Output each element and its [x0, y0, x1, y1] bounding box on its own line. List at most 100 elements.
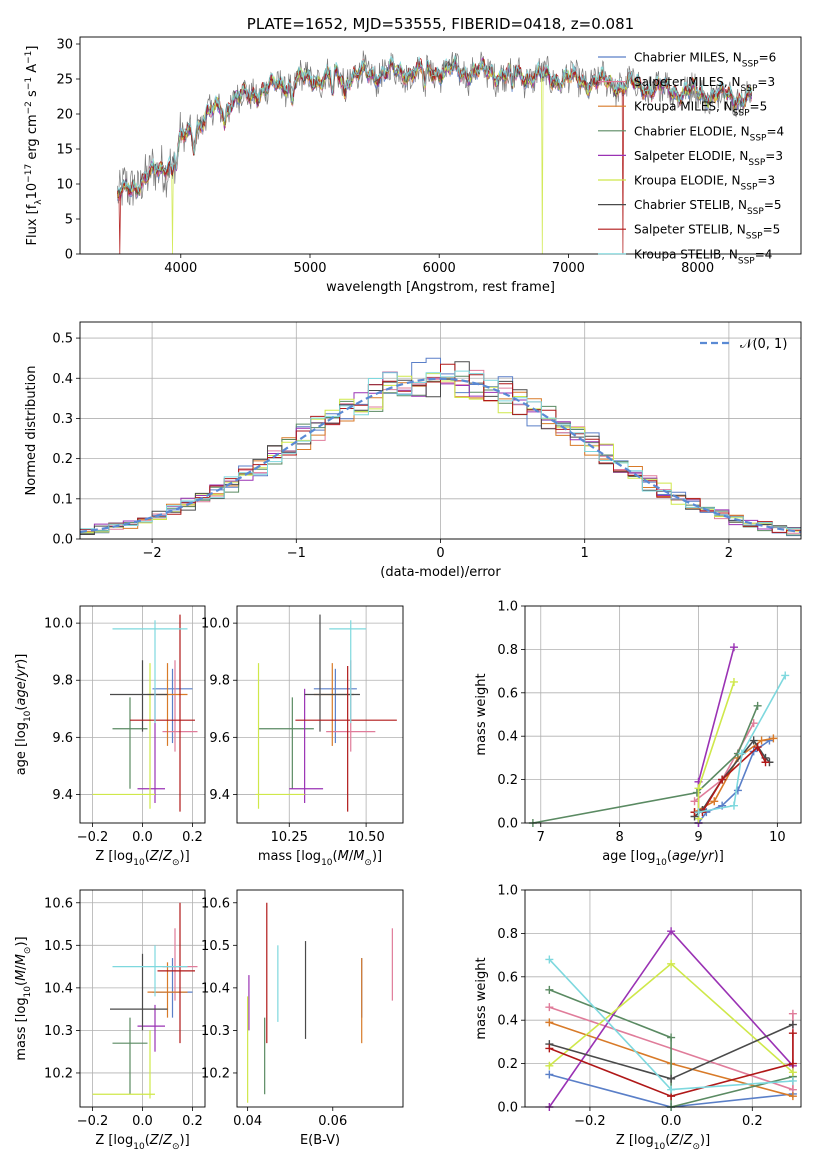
legend-label-normal: 𝒩(0, 1)	[740, 337, 787, 352]
z-mass-chart: −0.2 0.0 0.2 10.2 10.3 10.4 10.5 10.6 Z [log10(Z…	[14, 889, 206, 1152]
x-tick-label: 5000	[293, 261, 326, 276]
x-tick-label: 8000	[681, 261, 714, 276]
axes-frame	[524, 605, 802, 824]
x-tick-label: 8	[615, 830, 623, 845]
x-axis-label: mass [log10(M/M⊙)]	[258, 849, 382, 868]
axes-frame	[79, 889, 206, 1108]
y-tick-label: 10.5	[44, 939, 73, 954]
legend-label-chabrier_stelib: Chabrier STELIB, NSSP=5	[634, 198, 782, 217]
y-tick-label: 25	[56, 73, 73, 88]
x-tick-label: 2	[725, 546, 733, 561]
x-tick-label: 0	[436, 546, 444, 561]
x-tick-label: −2	[143, 546, 162, 561]
axes-frame	[236, 889, 404, 1108]
normal-curve	[79, 377, 802, 534]
y-tick-label: 0.8	[497, 927, 518, 942]
x-axis-label: age [log10(age/yr)]	[602, 849, 724, 868]
x-tick-label: −1	[287, 546, 306, 561]
point-marker-kroupa_miles	[788, 1092, 797, 1101]
x-tick-label: 1	[581, 546, 589, 561]
point-marker-salpeter_stelib	[788, 1029, 797, 1038]
x-tick-label: 0.0	[132, 830, 153, 845]
y-tick-label: 10.3	[44, 1024, 73, 1039]
y-tick-label: 0	[65, 248, 73, 263]
axes-frame	[79, 321, 802, 540]
point-marker-kroupa_miles	[769, 734, 778, 743]
x-tick-label: 0.2	[182, 1114, 203, 1129]
y-tick-label: 9.4	[52, 788, 73, 803]
point-marker-kroupa_stelib	[788, 1076, 797, 1085]
point-marker-salpeter_miles	[690, 797, 699, 806]
series-line-chabrier_elodie	[549, 989, 794, 1109]
y-tick-label: 20	[56, 108, 73, 123]
point-marker-salpeter_stelib	[718, 775, 727, 784]
legend-label-kroupa_miles: Kroupa MILES, NSSP=5	[634, 100, 767, 119]
x-axis-label: Z [log10(Z/Z⊙)]	[616, 1133, 710, 1152]
z-weight-chart: −0.2 0.0 0.2 0.0 0.2 0.4 0.6 0.8 1.0 Z [log10(Z/Z…	[474, 884, 802, 1152]
point-marker-chabrier_elodie	[667, 1033, 676, 1042]
point-marker-kroupa_elodie	[729, 677, 738, 686]
y-axis-label: Normed distribution	[24, 366, 39, 496]
x-tick-label: 10	[769, 830, 786, 845]
point-marker-kroupa_stelib	[737, 749, 746, 758]
point-marker-chabrier_stelib	[749, 736, 758, 745]
x-tick-label: 7000	[552, 261, 585, 276]
x-axis-label: (data-model)/error	[380, 565, 501, 580]
point-marker-salpeter_stelib	[788, 1059, 797, 1068]
y-tick-label: 9.6	[52, 731, 73, 746]
x-axis-label: E(B-V)	[300, 1133, 340, 1148]
x-tick-label: −0.2	[77, 1114, 109, 1129]
y-tick-label: 10.2	[201, 1066, 230, 1081]
y-axis-label: mass [log10(M/M⊙)]	[14, 936, 33, 1060]
chart-title: PLATE=1652, MJD=53555, FIBERID=0418, z=0…	[247, 15, 634, 33]
y-tick-label: 10	[56, 178, 73, 193]
series-line-chabrier_elodie	[532, 705, 759, 824]
point-marker-chabrier_elodie	[753, 701, 762, 710]
y-tick-label: 30	[56, 38, 73, 53]
y-axis-label: mass weight	[474, 957, 489, 1039]
axes-frame	[79, 605, 206, 824]
point-marker-kroupa_stelib	[667, 1085, 676, 1094]
point-marker-chabrier_elodie	[692, 788, 701, 797]
y-tick-label: 10.4	[201, 981, 230, 996]
y-tick-label: 0.5	[52, 332, 73, 347]
y-tick-label: 0.4	[52, 372, 73, 387]
x-tick-label: 10.25	[271, 830, 308, 845]
y-tick-label: 10.2	[44, 1066, 73, 1081]
x-tick-label: −0.2	[77, 830, 109, 845]
series-line-salpeter_stelib	[549, 1033, 794, 1098]
series-line-kroupa_stelib	[698, 675, 786, 813]
point-marker-kroupa_stelib	[729, 801, 738, 810]
point-marker-kroupa_elodie	[545, 1061, 554, 1070]
ebv-mass-chart: 0.04 0.06 10.2 10.3 10.4 10.5 10.6 E(B-V)	[201, 889, 404, 1148]
x-axis-label: Z [log10(Z/Z⊙)]	[95, 1133, 189, 1152]
point-marker-salpeter_elodie	[729, 643, 738, 652]
axes-frame	[524, 889, 802, 1108]
y-axis-label: Flux [fλ10−17 erg cm−2 s−1 A−1]	[24, 46, 44, 246]
point-marker-kroupa_miles	[757, 736, 766, 745]
point-marker-chabrier_stelib	[788, 1020, 797, 1029]
legend-label-chabrier_elodie: Chabrier ELODIE, NSSP=4	[634, 124, 784, 143]
axes-frame	[236, 605, 404, 824]
x-tick-label: 4000	[164, 261, 197, 276]
point-marker-chabrier_stelib	[667, 1074, 676, 1083]
x-tick-label: 0.0	[661, 1114, 682, 1129]
point-marker-chabrier_miles	[545, 1070, 554, 1079]
legend-label-chabrier_miles: Chabrier MILES, NSSP=6	[634, 51, 776, 70]
y-tick-label: 0.2	[52, 452, 73, 467]
axes-frame	[79, 36, 802, 255]
x-tick-label: 10.50	[348, 830, 385, 845]
y-tick-label: 5	[65, 213, 73, 228]
y-tick-label: 9.4	[209, 788, 230, 803]
y-axis-label: mass weight	[474, 673, 489, 755]
y-tick-label: 0.2	[497, 773, 518, 788]
legend-label-salpeter_elodie: Salpeter ELODIE, NSSP=3	[634, 149, 783, 168]
x-axis-label: wavelength [Angstrom, rest frame]	[326, 280, 555, 295]
point-marker-kroupa_elodie	[694, 784, 703, 793]
mass-age-chart: 10.25 10.50 9.4 9.6 9.8 10.0 mass [log10(M/M⊙)…	[201, 605, 404, 868]
y-tick-label: 0.3	[52, 412, 73, 427]
y-tick-label: 15	[56, 143, 73, 158]
point-marker-kroupa_stelib	[781, 671, 790, 680]
point-marker-salpeter_elodie	[667, 927, 676, 936]
x-tick-label: 7	[537, 830, 545, 845]
